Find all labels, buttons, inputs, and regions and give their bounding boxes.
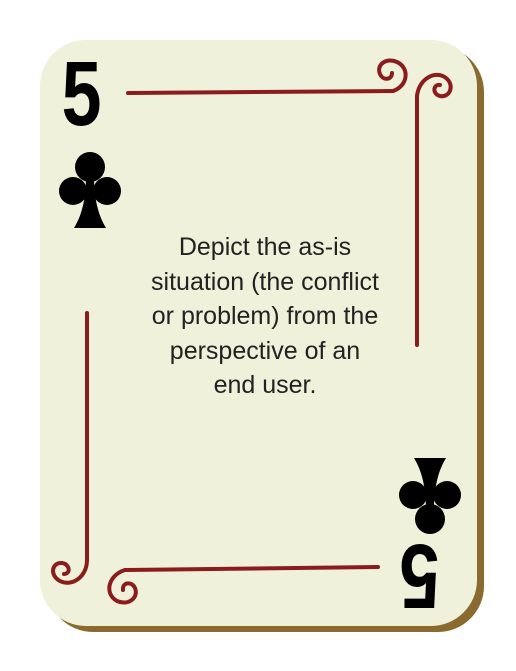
- bottom-left-swirl-horizontal: [107, 568, 138, 605]
- club-icon: [399, 458, 461, 534]
- rank-top: 5: [61, 43, 102, 145]
- card-prompt-text: Depict the as-is situation (the conflict…: [151, 233, 379, 399]
- rank-bottom: 5: [399, 525, 440, 627]
- playing-card: [40, 40, 477, 626]
- bottom-rule: [123, 565, 380, 572]
- top-rule: [126, 89, 395, 95]
- club-icon: [59, 152, 121, 228]
- bottom-left-swirl-vertical: [51, 558, 89, 585]
- top-right-swirl-horizontal: [377, 58, 408, 93]
- top-right-swirl-vertical: [415, 72, 453, 99]
